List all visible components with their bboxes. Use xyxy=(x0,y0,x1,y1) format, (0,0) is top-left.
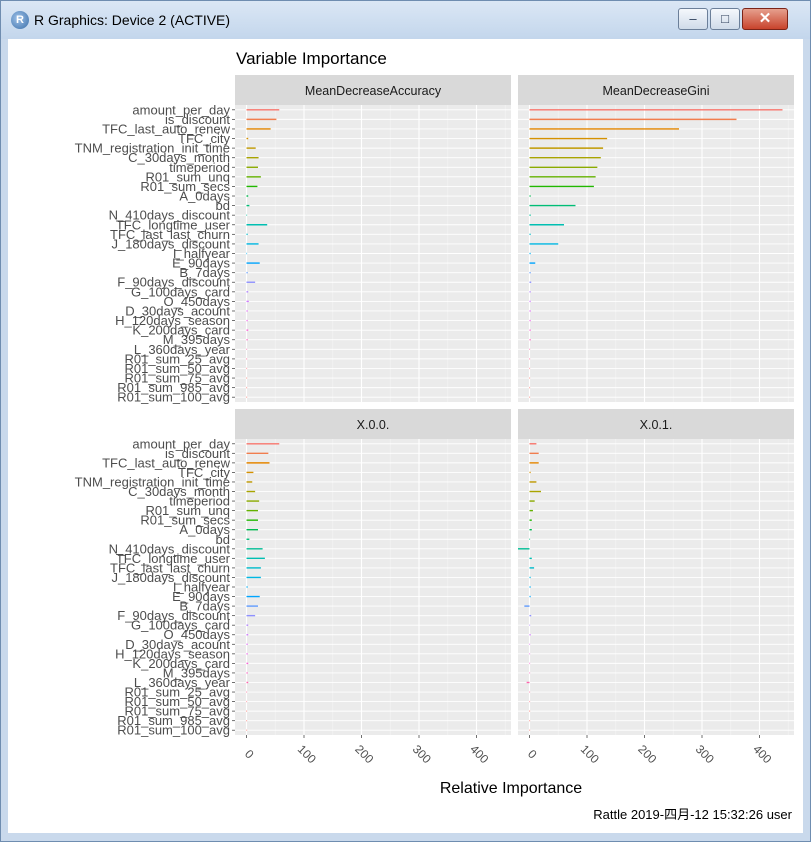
y-tick-label: O_450days xyxy=(164,627,231,642)
y-tick-label: R01_sum_50_avg xyxy=(124,694,230,709)
y-tick-label: A_0days xyxy=(179,189,230,204)
y-tick-label: TFC_last_last_churn xyxy=(110,560,230,575)
y-tick-label: O_450days xyxy=(164,294,231,309)
y-tick-label: G_100days_card xyxy=(131,284,230,299)
y-tick-label: M_395days xyxy=(163,332,231,347)
x-tick-label: 0 xyxy=(525,747,540,762)
y-tick-label: amount_per_day xyxy=(132,436,230,451)
facet-label: MeanDecreaseGini xyxy=(603,84,710,98)
facet-strip xyxy=(235,409,511,439)
maximize-icon: □ xyxy=(721,11,729,26)
x-tick-label: 200 xyxy=(635,742,659,766)
x-tick-label: 200 xyxy=(352,742,376,766)
y-tick-label: R01_sum_25_avg xyxy=(124,351,230,366)
y-tick-label: F_90days_discount xyxy=(117,275,230,290)
x-tick-label: 300 xyxy=(410,742,434,766)
x-tick-label: 300 xyxy=(693,742,717,766)
y-tick-label: J_180days_discount xyxy=(111,570,230,585)
y-tick-label: is_discount xyxy=(165,446,230,461)
y-tick-label: TNM_registration_init_time xyxy=(75,141,230,156)
chart-title: Variable Importance xyxy=(236,49,387,68)
y-tick-label: G_100days_card xyxy=(131,618,230,633)
y-tick-label: A_0days xyxy=(179,522,230,537)
y-tick-label: TFC_city xyxy=(178,465,231,480)
y-tick-label: R01_sum_985_avg xyxy=(117,380,230,395)
y-tick-label: E_90days xyxy=(172,589,230,604)
y-tick-label: N_410days_discount xyxy=(109,208,231,223)
facet-label: MeanDecreaseAccuracy xyxy=(305,84,442,98)
facet-label: X.0.1. xyxy=(640,418,673,432)
y-tick-label: D_30days_acount xyxy=(125,303,230,318)
variable-importance-chart: Variable Importance Relative Importance … xyxy=(75,49,794,822)
y-tick-label: J_180days_discount xyxy=(111,236,230,251)
x-tick-label: 0 xyxy=(242,747,257,762)
x-tick-label: 400 xyxy=(467,742,491,766)
y-tick-label: H_120days_season xyxy=(115,646,230,661)
y-tick-label: R01_sum_100_avg xyxy=(117,390,230,405)
y-tick-label: TFC_longtime_user xyxy=(116,217,231,232)
facet-strip xyxy=(518,75,794,105)
y-tick-label: timeperiod xyxy=(169,160,230,175)
y-tick-label: TFC_last_last_churn xyxy=(110,227,230,242)
y-tick-label: F_90days_discount xyxy=(117,608,230,623)
y-tick-label: amount_per_day xyxy=(132,102,230,117)
y-tick-label: TFC_city xyxy=(178,131,231,146)
y-tick-label: B_7days xyxy=(179,265,230,280)
y-tick-label: H_120days_season xyxy=(115,313,230,328)
title-bar[interactable]: R R Graphics: Device 2 (ACTIVE) – □ ✕ xyxy=(1,1,810,39)
y-tick-label: C_30days_month xyxy=(128,484,230,499)
y-tick-label: M_395days xyxy=(163,665,231,680)
y-tick-label: D_30days_acount xyxy=(125,637,230,652)
minimize-icon: – xyxy=(689,11,697,26)
x-tick-label: 100 xyxy=(578,742,602,766)
y-tick-label: R01_sum_50_avg xyxy=(124,361,230,376)
y-tick-label: K_200days_card xyxy=(132,323,230,338)
plot-caption: Rattle 2019-四月-12 15:32:26 user xyxy=(593,807,792,822)
y-tick-label: R01_sum_25_avg xyxy=(124,685,230,700)
x-tick-label: 400 xyxy=(750,742,774,766)
y-tick-label: R01_sum_985_avg xyxy=(117,713,230,728)
y-tick-label: C_30days_month xyxy=(128,150,230,165)
y-tick-label: I_halfyear xyxy=(173,246,231,261)
y-tick-label: TFC_last_auto_renew xyxy=(102,121,231,136)
facet-label: X.0.0. xyxy=(357,418,390,432)
close-button[interactable]: ✕ xyxy=(742,8,788,30)
facet-strip xyxy=(518,409,794,439)
y-tick-label: timeperiod xyxy=(169,494,230,509)
maximize-button[interactable]: □ xyxy=(710,8,740,30)
y-tick-label: TNM_registration_init_time xyxy=(75,474,230,489)
y-tick-label: L_360days_year xyxy=(134,675,231,690)
x-axis-label: Relative Importance xyxy=(440,780,582,797)
x-tick-label: 100 xyxy=(295,742,319,766)
y-tick-label: R01_sum_100_avg xyxy=(117,723,230,738)
y-tick-label: R01_sum_secs xyxy=(140,179,230,194)
close-icon: ✕ xyxy=(758,10,772,27)
facet-strip xyxy=(235,75,511,105)
y-tick-label: B_7days xyxy=(179,599,230,614)
y-tick-label: R01_sum_secs xyxy=(140,513,230,528)
y-tick-label: N_410days_discount xyxy=(109,541,231,556)
y-tick-label: R01_sum_unq xyxy=(145,169,230,184)
y-tick-label: L_360days_year xyxy=(134,342,231,357)
y-tick-label: E_90days xyxy=(172,256,230,271)
minimize-button[interactable]: – xyxy=(678,8,708,30)
y-tick-label: R01_sum_75_avg xyxy=(124,704,230,719)
y-tick-label: R01_sum_unq xyxy=(145,503,230,518)
y-tick-label: bd xyxy=(216,532,230,547)
y-tick-label: bd xyxy=(216,198,230,213)
y-tick-label: I_halfyear xyxy=(173,580,231,595)
y-tick-label: K_200days_card xyxy=(132,656,230,671)
y-tick-label: TFC_longtime_user xyxy=(116,551,231,566)
y-tick-label: TFC_last_auto_renew xyxy=(102,455,231,470)
r-logo-icon: R xyxy=(11,11,29,29)
y-tick-label: is_discount xyxy=(165,112,230,127)
plot-area: Variable Importance Relative Importance … xyxy=(8,39,803,833)
y-tick-label: R01_sum_75_avg xyxy=(124,371,230,386)
window-title: R Graphics: Device 2 (ACTIVE) xyxy=(34,12,231,28)
